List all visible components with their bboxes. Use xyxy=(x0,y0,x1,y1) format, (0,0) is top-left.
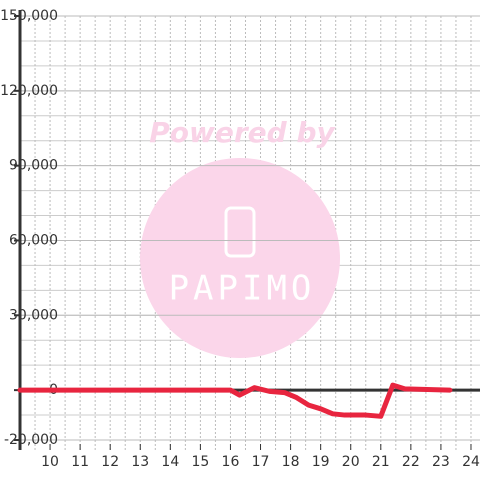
x-tick-label: 20 xyxy=(342,454,360,470)
data-line xyxy=(17,382,453,419)
x-tick-label: 23 xyxy=(432,454,450,470)
x-tick-label: 15 xyxy=(191,454,209,470)
x-tick-label: 19 xyxy=(312,454,330,470)
x-tick-label: 14 xyxy=(161,454,179,470)
x-tick-label: 18 xyxy=(282,454,300,470)
x-tick-label: 13 xyxy=(131,454,149,470)
x-tick-label: 11 xyxy=(71,454,89,470)
watermark-logo: PAPIMO xyxy=(169,269,316,309)
x-tick-label: 17 xyxy=(252,454,270,470)
y-tick-label: 150,000 xyxy=(0,8,58,24)
x-tick-label: 24 xyxy=(462,454,480,470)
y-tick-label: 120,000 xyxy=(0,83,58,99)
y-tick-label: -20,000 xyxy=(4,432,58,448)
x-tick-label: 12 xyxy=(101,454,119,470)
x-tick-label: 16 xyxy=(222,454,240,470)
phone-icon xyxy=(224,206,256,258)
y-tick-label: 90,000 xyxy=(9,158,58,174)
watermark-text: Powered by xyxy=(149,116,336,149)
watermark-circle xyxy=(140,158,340,358)
y-tick-label: 60,000 xyxy=(9,232,58,248)
x-tick-label: 21 xyxy=(372,454,390,470)
y-tick-label: 30,000 xyxy=(9,307,58,323)
watermark: Powered by PAPIMO xyxy=(140,116,340,358)
x-tick-label: 10 xyxy=(41,454,59,470)
x-tick-label: 22 xyxy=(402,454,420,470)
